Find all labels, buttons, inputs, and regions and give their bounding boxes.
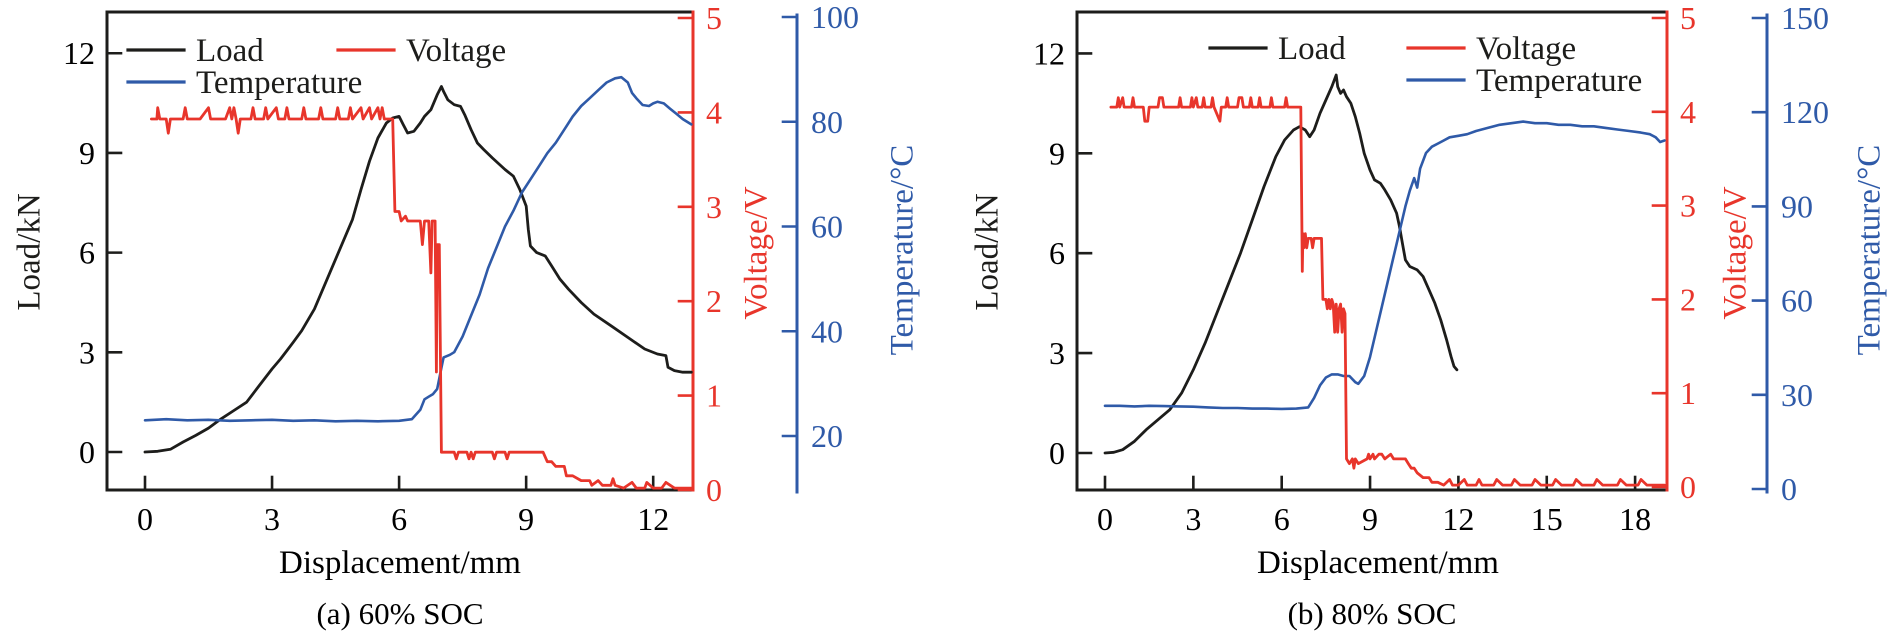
caption-panel-a: (a) 60% SOC: [316, 596, 484, 631]
x-tick-label-b: 3: [1185, 501, 1201, 537]
voltage-tick-label-b: 4: [1680, 94, 1696, 130]
temperature-tick-label-a: 100: [811, 0, 859, 35]
temperature-tick-label-a: 60: [811, 209, 843, 245]
legend-label-temperature-b: Temperature: [1476, 63, 1642, 99]
voltage-tick-label-b: 5: [1680, 0, 1696, 36]
load-tick-label-a: 0: [79, 434, 95, 470]
x-axis-title-a: Displacement/mm: [279, 545, 521, 581]
voltage-tick-label-a: 4: [706, 94, 722, 130]
temperature-tick-label-a: 40: [811, 313, 843, 349]
x-tick-label-b: 12: [1442, 501, 1474, 537]
temperature-tick-label-b: 0: [1781, 471, 1797, 507]
x-tick-label-b: 6: [1274, 501, 1290, 537]
temperature-tick-label-b: 30: [1781, 377, 1813, 413]
voltage-tick-label-b: 1: [1680, 375, 1696, 411]
voltage-series-b: [1109, 96, 1666, 487]
temperature-tick-label-b: 150: [1781, 0, 1829, 36]
voltage-tick-label-a: 3: [706, 189, 722, 225]
x-tick-label-b: 9: [1362, 501, 1378, 537]
load-tick-label-b: 3: [1049, 335, 1065, 371]
temperature-tick-label-b: 120: [1781, 94, 1829, 130]
legend-label-load-b: Load: [1278, 31, 1346, 67]
legend-label-voltage-b: Voltage: [1476, 31, 1576, 67]
caption-panel-b: (b) 80% SOC: [1287, 596, 1457, 631]
load-tick-label-a: 9: [79, 135, 95, 171]
x-axis-title-b: Displacement/mm: [1257, 545, 1499, 581]
load-tick-label-a: 12: [63, 35, 95, 71]
x-tick-label-a: 0: [137, 501, 153, 537]
load-series-b: [1103, 73, 1459, 455]
voltage-series-a: [149, 106, 693, 490]
load-tick-label-a: 3: [79, 334, 95, 370]
temperature-series-a: [143, 75, 693, 423]
x-tick-label-a: 12: [637, 501, 669, 537]
load-tick-label-b: 0: [1049, 435, 1065, 471]
x-tick-label-b: 15: [1531, 501, 1563, 537]
load-series-a: [143, 85, 693, 454]
x-tick-label-b: 0: [1097, 501, 1113, 537]
legend-label-load-a: Load: [196, 33, 264, 69]
x-tick-label-a: 6: [391, 501, 407, 537]
x-tick-label-a: 9: [518, 501, 534, 537]
voltage-tick-label-b: 0: [1680, 469, 1696, 505]
x-tick-label-b: 18: [1619, 501, 1651, 537]
legend-label-temperature-a: Temperature: [196, 65, 362, 101]
temperature-tick-label-b: 60: [1781, 283, 1813, 319]
voltage-tick-label-a: 5: [706, 0, 722, 36]
load-tick-label-b: 12: [1033, 35, 1065, 71]
load-tick-label-b: 9: [1049, 135, 1065, 171]
legend-label-voltage-a: Voltage: [406, 33, 506, 69]
voltage-tick-label-b: 3: [1680, 188, 1696, 224]
load-tick-label-a: 6: [79, 235, 95, 271]
load-tick-label-b: 6: [1049, 235, 1065, 271]
voltage-tick-label-a: 1: [706, 378, 722, 414]
voltage-tick-label-a: 0: [706, 472, 722, 508]
voltage-tick-label-b: 2: [1680, 281, 1696, 317]
voltage-tick-label-a: 2: [706, 283, 722, 319]
temperature-series-b: [1103, 120, 1666, 411]
temperature-tick-label-a: 80: [811, 104, 843, 140]
temperature-tick-label-b: 90: [1781, 188, 1813, 224]
x-tick-label-a: 3: [264, 501, 280, 537]
temperature-tick-label-a: 20: [811, 418, 843, 454]
